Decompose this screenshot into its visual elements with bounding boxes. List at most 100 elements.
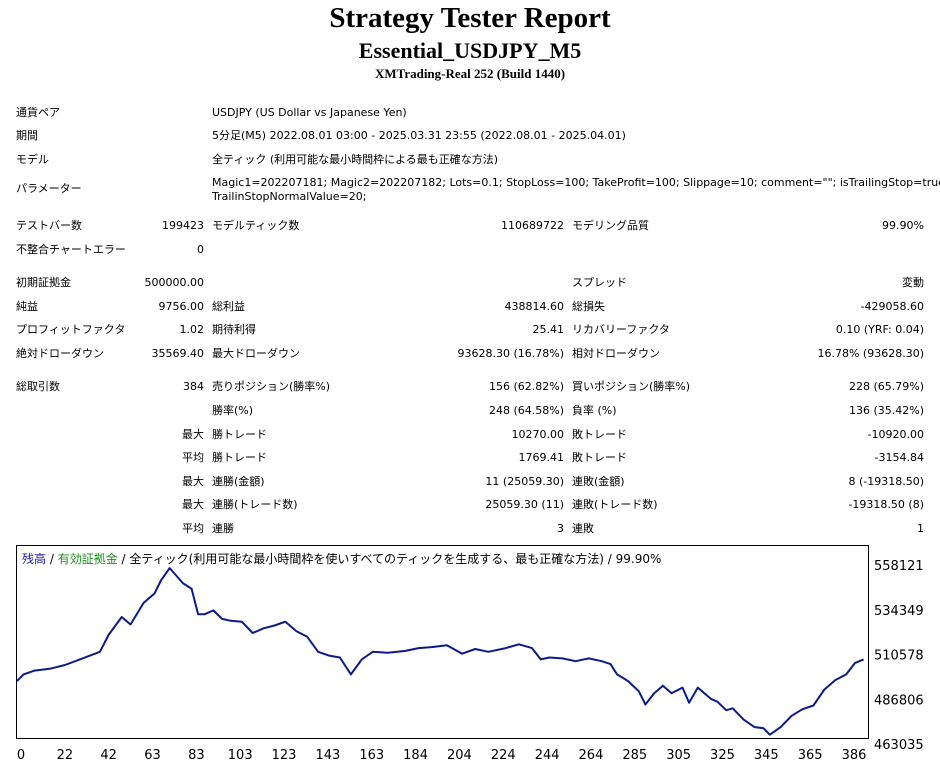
x-tick-label: 365 (798, 748, 823, 761)
x-tick-label: 345 (754, 748, 779, 761)
chart-frame (16, 545, 869, 739)
recovery-factor-value: 0.10 (YRF: 0.04) (835, 323, 924, 336)
avg-consecutive-losses-value: 1 (917, 522, 924, 535)
y-tick-label: 558121 (874, 559, 924, 574)
legend-separator: / (118, 552, 130, 566)
x-tick-label: 163 (359, 748, 384, 761)
server-build: XMTrading-Real 252 (Build 1440) (374, 66, 566, 81)
x-tick-label: 0 (17, 748, 25, 761)
avg-consecutive-wins-value: 3 (557, 522, 564, 535)
y-tick-label: 510578 (874, 649, 924, 664)
largest-loss-value: -10920.00 (867, 428, 924, 441)
gross-loss-label: 総損失 (572, 300, 605, 313)
period-label: 期間 (16, 129, 38, 142)
bars-label: テストバー数 (16, 219, 82, 232)
profit-factor-label: プロフィットファクタ (16, 323, 126, 336)
average-loss-value: -3154.84 (874, 451, 924, 464)
gross-profit-value: 438814.60 (504, 300, 565, 313)
deposit-label: 初期証拠金 (16, 276, 71, 289)
x-tick-label: 204 (447, 748, 472, 761)
largest-win-value: 10270.00 (511, 428, 565, 441)
avg-consecutive-losses-label: 連敗 (572, 522, 594, 535)
x-tick-label: 386 (842, 748, 867, 761)
long-positions-label: 買いポジション(勝率%) (572, 380, 691, 393)
deposit-value: 500000.00 (144, 276, 205, 289)
gross-profit-label: 総利益 (212, 300, 245, 313)
report-title: Strategy Tester Report (329, 2, 611, 34)
gross-loss-value: -429058.60 (860, 300, 924, 313)
x-tick-label: 244 (535, 748, 560, 761)
consecutive-loss-label: 連敗(トレード数) (572, 498, 658, 511)
y-tick-label: 486806 (874, 693, 924, 708)
absolute-drawdown-value: 35569.40 (151, 347, 205, 360)
symbol-value: USDJPY (US Dollar vs Japanese Yen) (212, 106, 407, 119)
x-tick-label: 285 (622, 748, 647, 761)
short-positions-label: 売りポジション(勝率%) (212, 380, 331, 393)
recovery-factor-label: リカバリーファクタ (572, 323, 670, 336)
x-tick-label: 264 (579, 748, 604, 761)
avg-consecutive-prefix: 平均 (182, 522, 204, 535)
params-label: パラメーター (16, 182, 82, 195)
short-positions-value: 156 (62.82%) (488, 380, 564, 393)
balance-chart: 残高 / 有効証拠金 / 全ティック(利用可能な最小時間枠を使いすべてのティック… (16, 545, 924, 761)
relative-drawdown-label: 相対ドローダウン (572, 347, 660, 360)
net-profit-label: 純益 (16, 300, 38, 313)
win-rate-label: 勝率(%) (212, 404, 254, 417)
largest-win-label: 勝トレード (212, 428, 267, 441)
quality-value: 99.90% (882, 219, 924, 232)
win-rate-value: 248 (64.58%) (488, 404, 564, 417)
chart-legend: 残高 / 有効証拠金 / 全ティック(利用可能な最小時間枠を使いすべてのティック… (22, 551, 661, 566)
x-tick-label: 22 (57, 748, 74, 761)
maximal-drawdown-value: 93628.30 (16.78%) (457, 347, 564, 360)
equity-legend: 有効証拠金 (58, 551, 118, 566)
period-value: 5分足(M5) 2022.08.01 03:00 - 2025.03.31 23… (212, 129, 626, 142)
spread-value: 変動 (902, 276, 924, 289)
max-consecutive-prefix: 最大 (182, 475, 204, 488)
mismatch-value: 0 (197, 243, 204, 256)
x-tick-label: 63 (144, 748, 161, 761)
x-tick-label: 325 (710, 748, 735, 761)
loss-rate-label: 負率 (%) (572, 404, 617, 417)
average-win-label: 勝トレード (212, 451, 267, 464)
params-line-2: TrailinStopNormalValue=20; (212, 190, 367, 203)
x-tick-label: 42 (100, 748, 117, 761)
consecutive-losses-label: 連敗(金額) (572, 475, 625, 488)
largest-prefix: 最大 (182, 428, 204, 441)
x-tick-label: 143 (315, 748, 340, 761)
symbol-label: 通貨ペア (16, 106, 60, 119)
total-trades-label: 総取引数 (16, 380, 60, 393)
average-loss-label: 敗トレード (572, 451, 627, 464)
quality-label: モデリング品質 (572, 219, 649, 232)
consecutive-wins-label: 連勝(金額) (212, 475, 265, 488)
bars-value: 199423 (162, 219, 204, 232)
long-positions-value: 228 (65.79%) (848, 380, 924, 393)
maximal-drawdown-label: 最大ドローダウン (212, 347, 300, 360)
profit-factor-value: 1.02 (179, 323, 205, 336)
x-tick-label: 305 (666, 748, 691, 761)
avg-consecutive-wins-label: 連勝 (212, 522, 234, 535)
loss-rate-value: 136 (35.42%) (848, 404, 924, 417)
params-line-1: Magic1=202207181; Magic2=202207182; Lots… (212, 176, 940, 189)
legend-description: 全ティック(利用可能な最小時間枠を使いすべてのティックを生成する、最も正確な方法… (129, 551, 661, 566)
x-tick-label: 103 (228, 748, 253, 761)
average-prefix: 平均 (182, 451, 204, 464)
ticks-label: モデルティック数 (212, 219, 300, 232)
consecutive-profit-value: 25059.30 (11) (485, 498, 564, 511)
legend-separator: / (46, 552, 58, 566)
max-consecutive-amount-prefix: 最大 (182, 498, 204, 511)
average-win-value: 1769.41 (518, 451, 565, 464)
model-label: モデル (16, 153, 49, 166)
y-tick-label: 463035 (874, 738, 924, 753)
x-tick-label: 184 (403, 748, 428, 761)
largest-loss-label: 敗トレード (572, 428, 627, 441)
x-tick-label: 123 (272, 748, 297, 761)
ticks-value: 110689722 (501, 219, 564, 232)
mismatch-label: 不整合チャートエラー (16, 243, 126, 256)
y-tick-label: 534349 (874, 604, 924, 619)
model-value: 全ティック (利用可能な最小時間枠による最も正確な方法) (212, 153, 499, 166)
x-tick-label: 224 (491, 748, 516, 761)
absolute-drawdown-label: 絶対ドローダウン (16, 347, 104, 360)
balance-legend: 残高 (22, 551, 46, 566)
expected-payoff-value: 25.41 (532, 323, 565, 336)
consecutive-loss-value: -19318.50 (8) (848, 498, 924, 511)
